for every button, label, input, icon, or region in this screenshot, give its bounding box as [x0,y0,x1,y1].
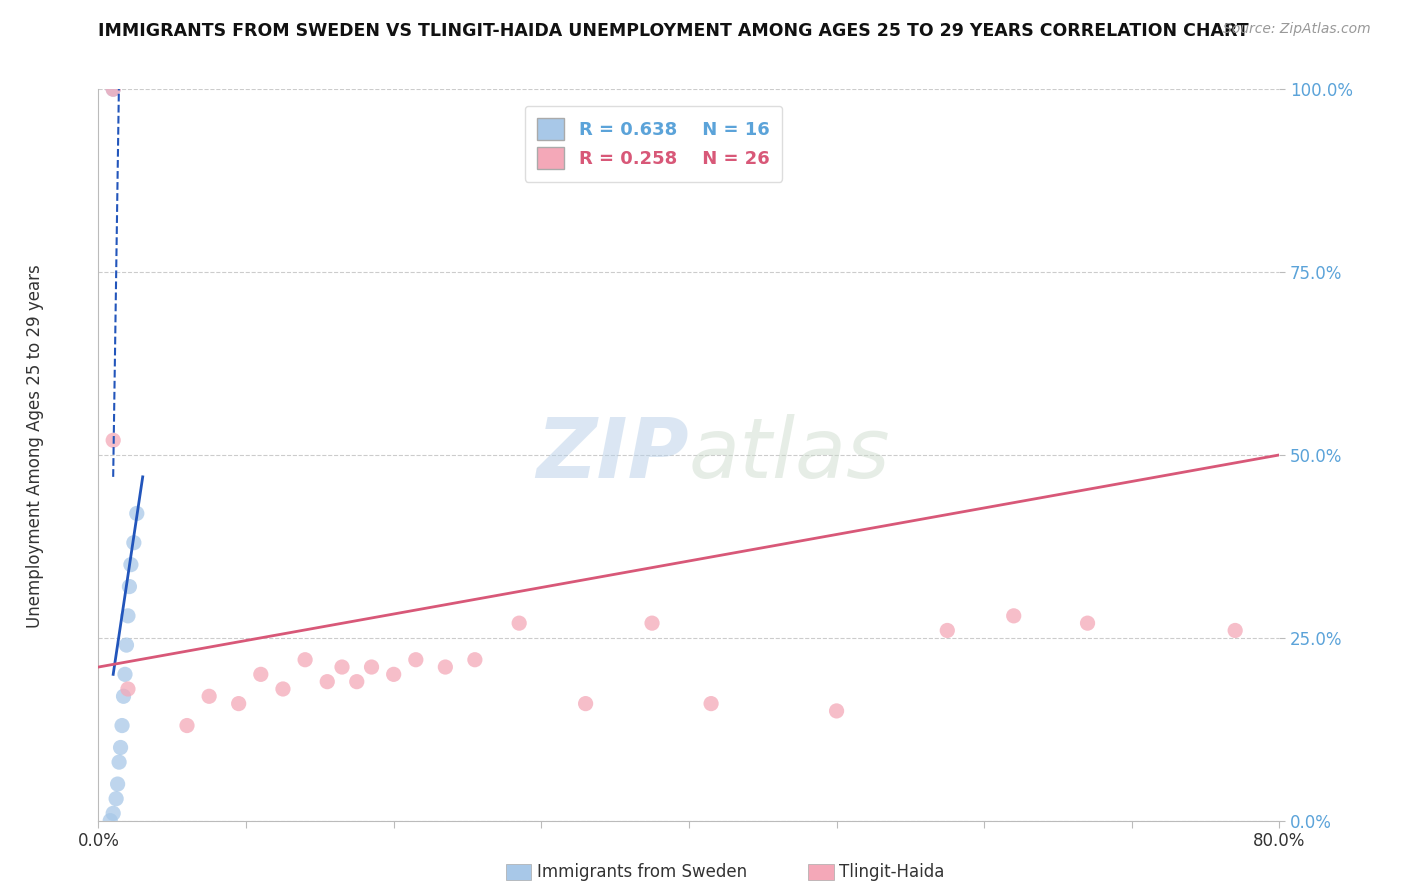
Point [110,740,132,755]
Point [434,660,457,674]
Point [360,660,382,674]
Legend: R = 0.638    N = 16, R = 0.258    N = 26: R = 0.638 N = 16, R = 0.258 N = 26 [524,105,782,182]
Point [103,806,125,821]
Point [112,690,135,704]
Point [125,507,148,521]
Point [936,624,959,638]
Point [103,82,125,96]
Point [114,667,136,681]
Point [250,667,273,681]
Point [117,681,139,696]
Point [115,638,138,652]
Point [330,660,353,674]
Point [382,667,405,681]
Point [641,616,664,631]
Text: IMMIGRANTS FROM SWEDEN VS TLINGIT-HAIDA UNEMPLOYMENT AMONG AGES 25 TO 29 YEARS C: IMMIGRANTS FROM SWEDEN VS TLINGIT-HAIDA … [98,22,1249,40]
Text: atlas: atlas [689,415,890,495]
Point [120,558,142,572]
Text: ZIP: ZIP [536,415,689,495]
Point [1002,608,1025,623]
Text: Tlingit-Haida: Tlingit-Haida [839,863,945,881]
Text: Immigrants from Sweden: Immigrants from Sweden [537,863,747,881]
Point [105,791,128,805]
Text: Unemployment Among Ages 25 to 29 years: Unemployment Among Ages 25 to 29 years [27,264,44,628]
Point [405,653,427,667]
Point [1223,624,1246,638]
Point [103,434,125,448]
Point [228,697,250,711]
Point [176,718,198,732]
Point [508,616,530,631]
Point [198,690,221,704]
Point [574,697,596,711]
Point [117,608,139,623]
Point [346,674,368,689]
Point [107,777,129,791]
Point [1077,616,1099,631]
Text: Source: ZipAtlas.com: Source: ZipAtlas.com [1223,22,1371,37]
Point [464,653,486,667]
Point [122,535,145,549]
Point [271,681,294,696]
Point [108,755,131,769]
Point [825,704,848,718]
Point [103,82,125,96]
Point [294,653,316,667]
Point [98,814,121,828]
Point [700,697,723,711]
Point [111,718,134,732]
Point [316,674,339,689]
Point [118,580,141,594]
